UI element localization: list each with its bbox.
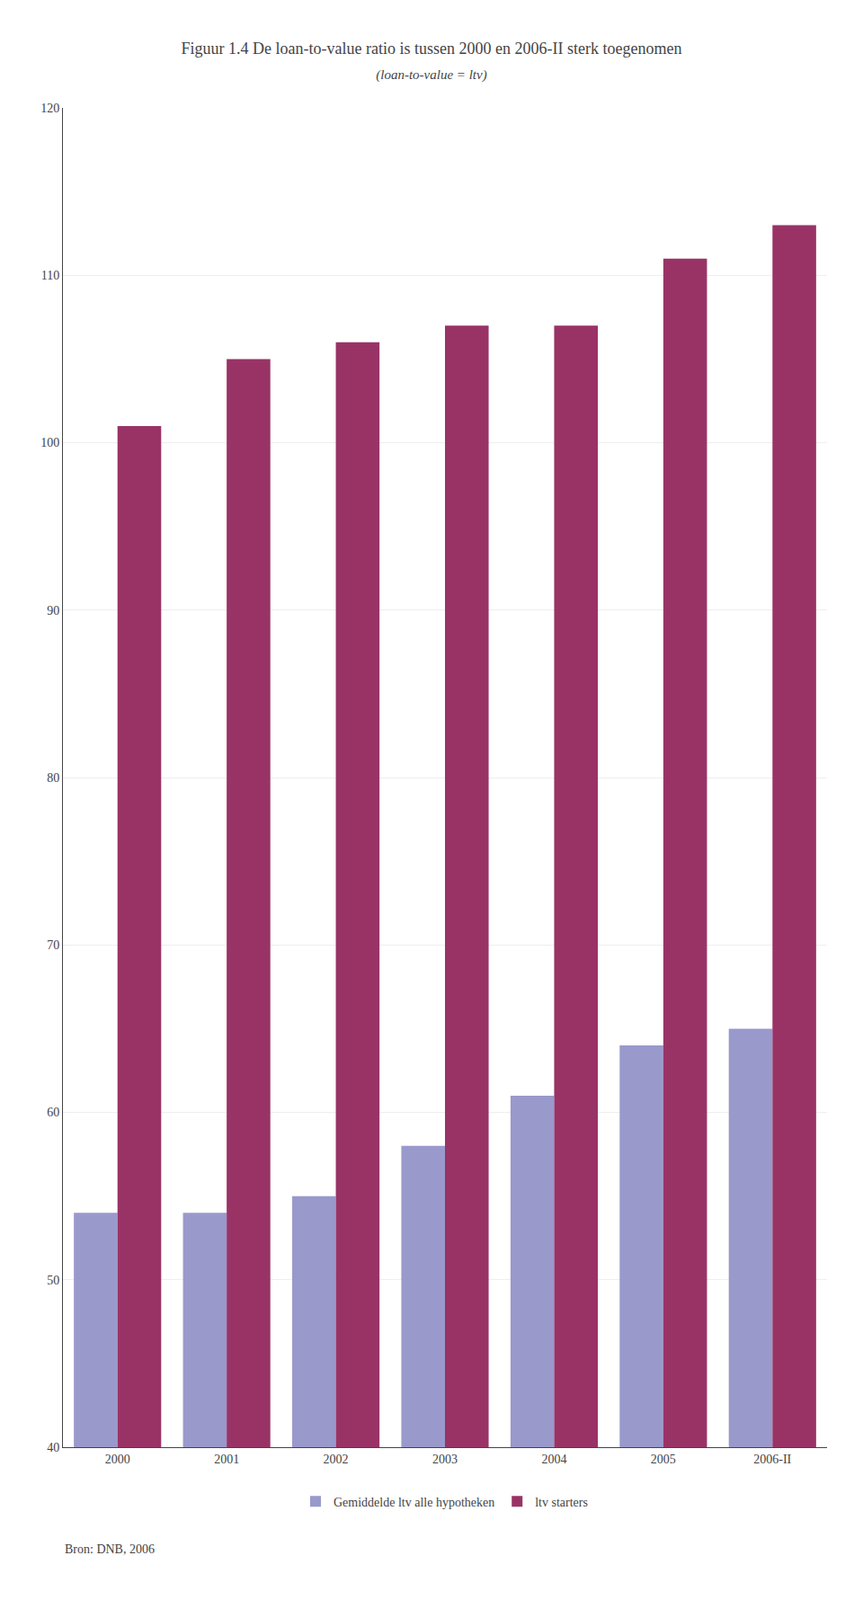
svg-text:2001: 2001: [213, 1452, 240, 1467]
svg-text:ltv starters: ltv starters: [534, 1495, 588, 1510]
svg-text:2004: 2004: [541, 1452, 567, 1467]
svg-text:90: 90: [46, 604, 60, 618]
svg-text:2002: 2002: [323, 1452, 349, 1467]
svg-text:80: 80: [46, 771, 60, 785]
svg-text:50: 50: [46, 1273, 60, 1288]
svg-text:100: 100: [40, 435, 60, 450]
svg-text:2005: 2005: [650, 1452, 677, 1467]
svg-text:Gemiddelde ltv alle hypotheken: Gemiddelde ltv alle hypotheken: [333, 1495, 495, 1510]
svg-text:120: 120: [40, 101, 60, 116]
svg-text:(loan-to-value = ltv): (loan-to-value = ltv): [375, 67, 487, 83]
svg-text:60: 60: [46, 1105, 60, 1120]
svg-text:110: 110: [41, 268, 60, 283]
svg-text:Figuur 1.4 De loan-to-value ra: Figuur 1.4 De loan-to-value ratio is tus…: [181, 39, 683, 58]
svg-text:2006-II: 2006-II: [753, 1452, 792, 1467]
svg-text:40: 40: [46, 1441, 60, 1455]
svg-text:2000: 2000: [105, 1452, 131, 1467]
svg-text:2003: 2003: [432, 1452, 458, 1467]
svg-text:70: 70: [46, 938, 60, 952]
svg-text:Bron: DNB, 2006: Bron: DNB, 2006: [64, 1542, 155, 1557]
